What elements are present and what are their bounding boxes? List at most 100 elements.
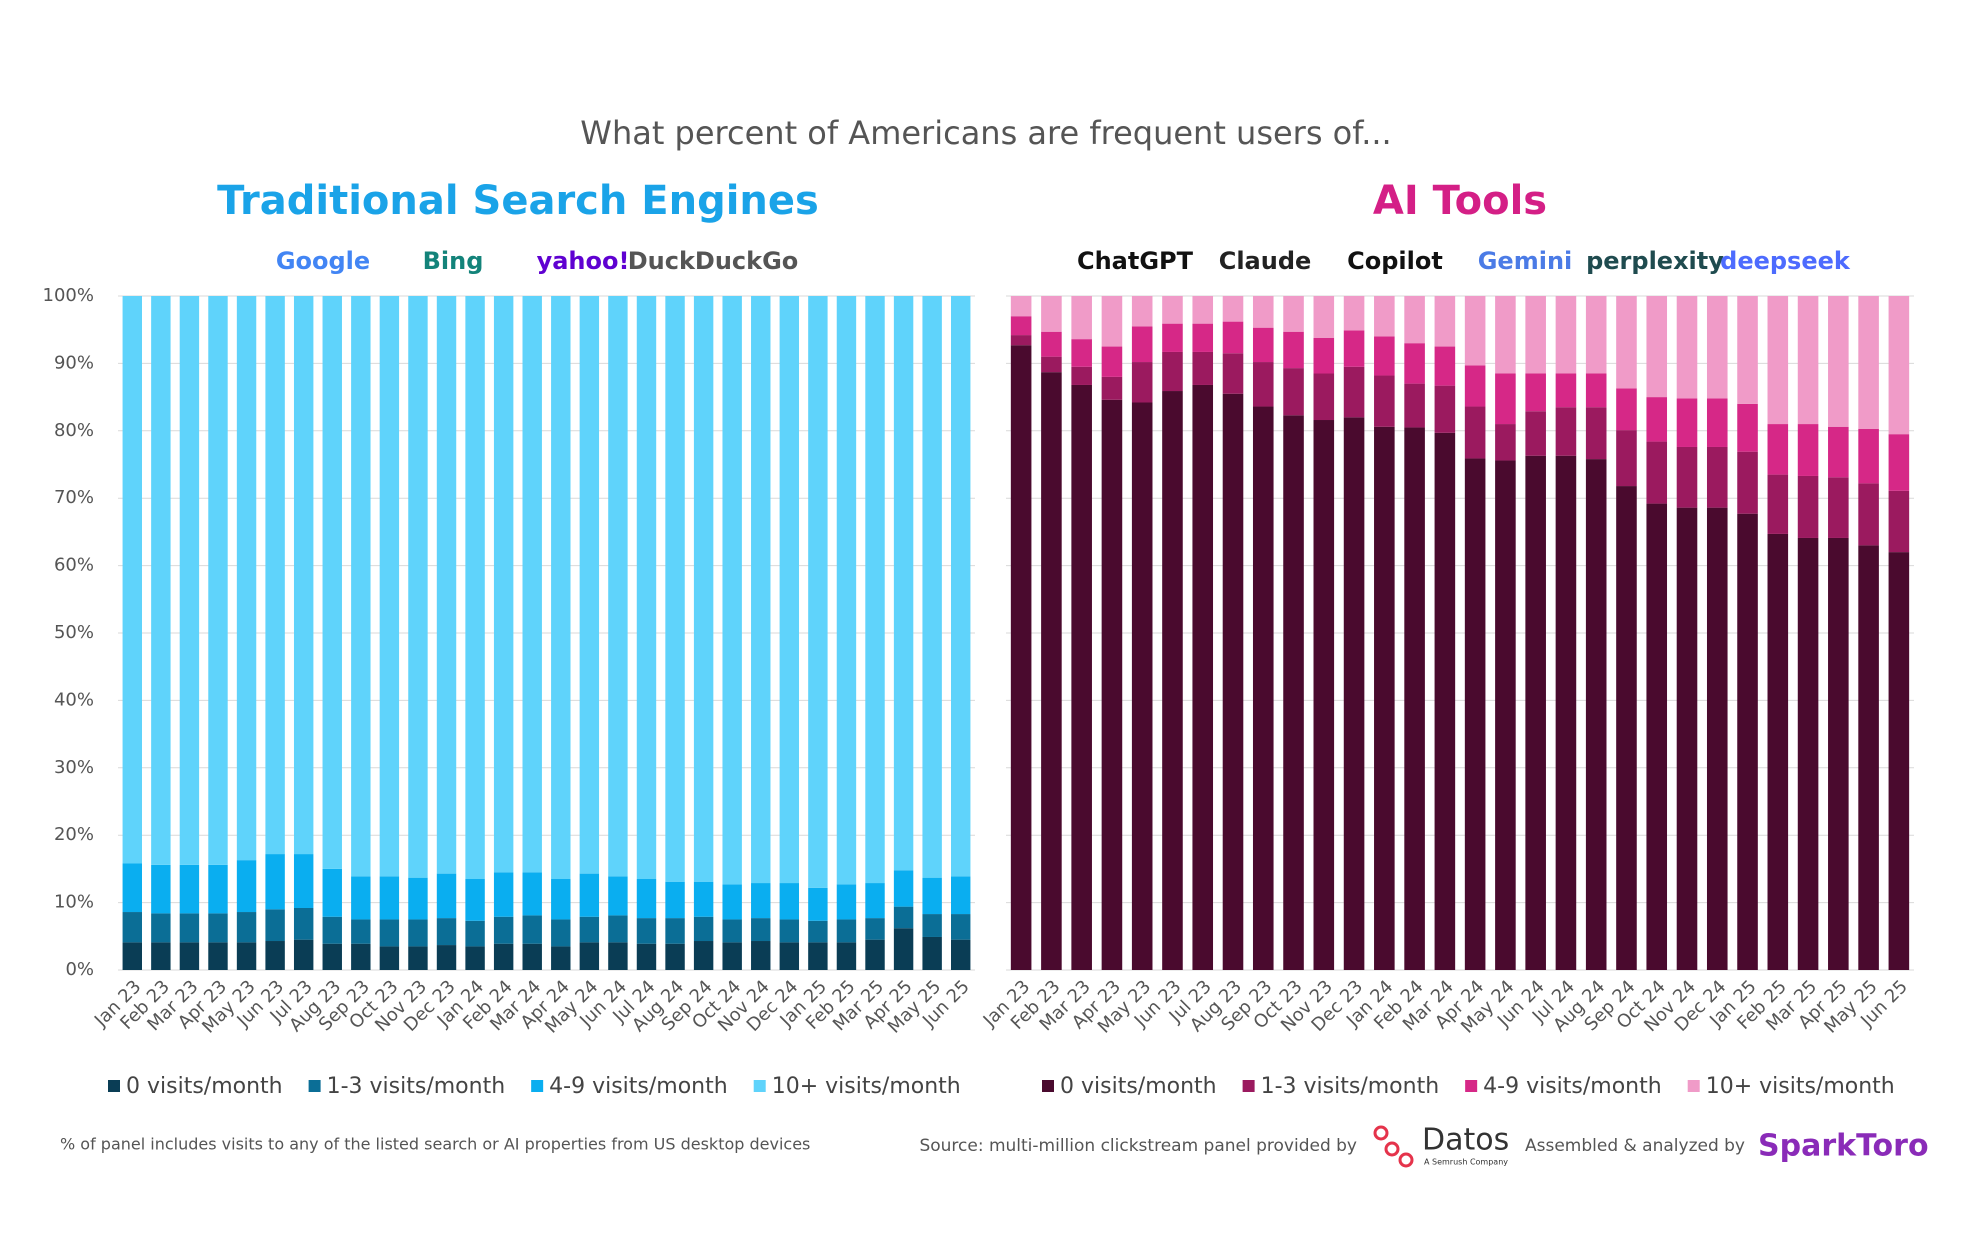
- bar-segment: [322, 868, 342, 917]
- legend-label: 1-3 visits/month: [327, 1074, 506, 1099]
- bar-segment: [893, 870, 914, 907]
- bar-segment: [808, 942, 828, 970]
- bar-segment: [1676, 296, 1698, 399]
- legend-swatch: [531, 1080, 544, 1092]
- bar-segment: [122, 863, 142, 913]
- bar-segment: [293, 854, 314, 908]
- bar-segment: [865, 883, 885, 919]
- bar-segment: [1525, 455, 1546, 970]
- datos-logo: [1373, 1125, 1414, 1168]
- bar-segment: [722, 884, 742, 920]
- bar-segment: [436, 945, 457, 970]
- y-tick-label: 100%: [43, 285, 94, 306]
- bar-segment: [1646, 296, 1668, 398]
- bar-segment: [1283, 296, 1304, 332]
- bar-segment: [551, 946, 571, 970]
- bar-segment: [1222, 353, 1244, 394]
- bar-segment: [836, 296, 857, 885]
- bar-segment: [836, 884, 857, 920]
- bar-segment: [179, 296, 200, 865]
- bar-segment: [1434, 432, 1456, 970]
- brand-logo: deepseek: [1720, 247, 1851, 275]
- y-tick-label: 60%: [54, 555, 94, 576]
- legend-swatch: [108, 1080, 120, 1092]
- bar-segment: [122, 296, 142, 864]
- bar-segment: [293, 296, 314, 855]
- bar-segment: [408, 877, 428, 920]
- bar-segment: [1131, 296, 1153, 327]
- bar-segment: [265, 296, 285, 855]
- bar-segment: [551, 879, 571, 920]
- legend-label: 10+ visits/month: [772, 1074, 961, 1099]
- bar-segment: [151, 913, 171, 943]
- bar-segment: [1464, 296, 1486, 366]
- bar-segment: [379, 919, 400, 947]
- chart-title: Traditional Search Engines: [217, 178, 819, 224]
- bar-segment: [665, 881, 685, 919]
- bar-segment: [522, 872, 542, 916]
- bar-segment: [1010, 345, 1032, 970]
- bar-segment: [265, 854, 285, 910]
- bar-segment: [1313, 420, 1335, 970]
- bar-segment: [493, 943, 514, 970]
- y-tick-label: 20%: [54, 824, 94, 845]
- bar-segment: [1374, 296, 1395, 337]
- datos: Datos: [1422, 1123, 1509, 1158]
- bar-segment: [236, 912, 257, 943]
- bar-segment: [1343, 296, 1365, 331]
- bar-segment: [1646, 441, 1668, 504]
- bar-segment: [722, 942, 742, 970]
- bar-segment: [922, 296, 942, 878]
- bar-segment: [1495, 424, 1516, 461]
- bar-segment: [1888, 552, 1910, 970]
- bar-segment: [1010, 296, 1032, 317]
- bar-segment: [1343, 417, 1365, 970]
- bar-segment: [1222, 321, 1244, 354]
- bar-segment: [1192, 384, 1214, 970]
- bar-segment: [636, 296, 657, 880]
- bar-segment: [1162, 351, 1183, 392]
- bar-segment: [151, 942, 171, 970]
- bar-segment: [1374, 336, 1395, 376]
- bar-segment: [951, 914, 971, 940]
- bar-segment: [551, 296, 571, 880]
- y-tick-label: 40%: [54, 689, 94, 710]
- bar-segment: [808, 887, 828, 921]
- bar-segment: [1071, 296, 1092, 340]
- bar-segment: [1706, 507, 1728, 970]
- bar-segment: [1313, 373, 1335, 421]
- bar-segment: [865, 296, 885, 884]
- bar-segment: [1434, 385, 1456, 433]
- legend-label: 4-9 visits/month: [1483, 1074, 1662, 1099]
- bar-segment: [636, 918, 657, 944]
- bar-segment: [351, 296, 371, 877]
- bar-segment: [922, 936, 942, 970]
- bar-segment: [1828, 296, 1849, 427]
- legend-label: 1-3 visits/month: [1261, 1074, 1440, 1099]
- bar-segment: [893, 928, 914, 970]
- bar-segment: [1585, 296, 1607, 374]
- bar-segment: [265, 941, 285, 970]
- y-tick-label: 10%: [54, 892, 94, 913]
- bar-segment: [1101, 346, 1123, 377]
- bar-segment: [1706, 398, 1728, 447]
- bar-segment: [265, 909, 285, 942]
- bar-segment: [1313, 337, 1335, 374]
- bar-segment: [1495, 296, 1516, 374]
- bar-segment: [379, 876, 400, 920]
- bar-segment: [293, 939, 314, 970]
- bar-segment: [1797, 475, 1819, 538]
- bar-segment: [322, 916, 342, 944]
- bar-segment: [1252, 406, 1274, 970]
- bar-segment: [1858, 428, 1879, 484]
- bar-segment: [1464, 458, 1486, 970]
- chart-title: AI Tools: [1373, 178, 1547, 224]
- bar-segment: [722, 296, 742, 885]
- bar-segment: [1555, 296, 1577, 374]
- legend-swatch: [753, 1080, 766, 1092]
- bar-segment: [1828, 537, 1849, 970]
- bar-segment: [351, 876, 371, 920]
- bar-segment: [151, 864, 171, 914]
- bar-segment: [493, 872, 514, 917]
- bar-segment: [436, 918, 457, 946]
